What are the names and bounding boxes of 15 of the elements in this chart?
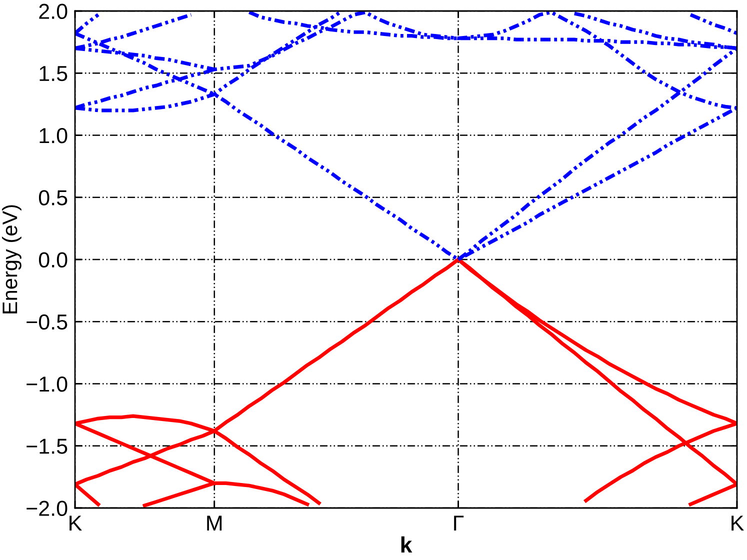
x-axis-title: k: [401, 536, 412, 553]
y-axis-title: Energy (eV): [2, 205, 22, 314]
y-tick-label: −0.5: [26, 314, 68, 330]
x-tick-label: K: [70, 516, 82, 531]
x-tick-label: M: [207, 516, 222, 531]
x-tick-label: K: [732, 516, 744, 531]
y-tick-label: 0.0: [38, 252, 68, 268]
y-tick-label: −1.0: [26, 376, 68, 392]
y-tick-label: 1.0: [40, 128, 68, 144]
x-tick-label: Γ: [454, 516, 464, 531]
y-tick-label: 2.0: [39, 4, 68, 20]
y-tick-label: −1.5: [26, 438, 68, 454]
y-tick-label: 0.5: [38, 190, 68, 206]
y-tick-label: −2.0: [26, 500, 68, 516]
y-tick-label: 1.5: [40, 66, 68, 82]
